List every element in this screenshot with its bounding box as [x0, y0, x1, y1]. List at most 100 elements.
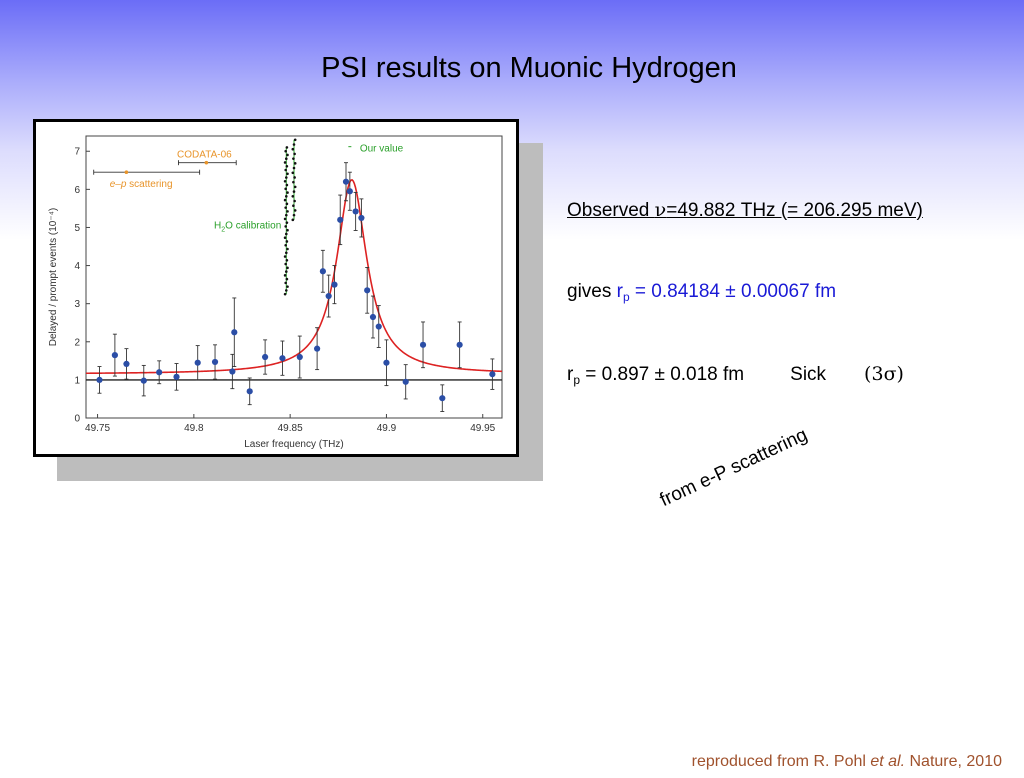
h2o-calibration-point: [286, 210, 289, 213]
h2o-calibration-point: [284, 195, 288, 198]
h2o-calibration-point: [291, 171, 295, 175]
sick-name: Sick: [790, 364, 827, 385]
h2o-calibration-point: [292, 180, 295, 184]
proton-radius-value: = 0.84184 ± 0.00067 fm: [629, 281, 837, 302]
h2o-calibration-point: [293, 162, 297, 165]
data-point: [369, 313, 377, 321]
x-tick-label: 49.8: [184, 423, 204, 434]
h2o-calibration-point: [284, 168, 287, 172]
ep-scattering-label: e–p scattering: [110, 179, 173, 190]
data-point: [331, 281, 338, 288]
h2o-calibration-point: [284, 149, 287, 153]
h2o-calibration-point: [284, 262, 287, 266]
h2o-calibration-point: [285, 146, 289, 149]
h2o-calibration-point: [286, 285, 289, 288]
h2o-calibration-point: [283, 255, 287, 258]
citation-footer: reproduced from R. Pohl et al. Nature, 2…: [691, 753, 1002, 770]
h2o-calibration-point: [283, 161, 287, 164]
h2o-calibration-point: [291, 147, 295, 151]
data-point: [194, 359, 201, 366]
data-point: [383, 359, 390, 366]
ep-scattering-note: from e-P scattering: [656, 424, 811, 512]
h2o-calibration-point: [283, 217, 287, 221]
h2o-calibration-point: [292, 190, 296, 193]
h2o-calibration-point: [292, 204, 295, 208]
h2o-calibration-point: [291, 195, 295, 198]
data-point: [262, 353, 269, 361]
h2o-calibration-point: [285, 221, 289, 224]
codata-label: CODATA-06: [177, 150, 232, 161]
h2o-calibration-point: [284, 176, 288, 179]
fit-curve: [85, 179, 503, 375]
data-point: [296, 353, 303, 361]
h2o-suffix: O calibration: [225, 221, 281, 232]
data-point: [111, 352, 118, 359]
y-axis-label: Delayed / prompt events (10⁻⁴): [48, 208, 59, 347]
chart-frame: 0 1 2 3 4 5 6 7 49.75 49.8 49.85 49.9 49.95 Laser fre…: [33, 119, 519, 457]
h2o-calibration-point: [293, 209, 297, 212]
data-point: [96, 376, 103, 383]
codata-center: [204, 160, 209, 165]
h2o-calibration-point: [286, 266, 289, 270]
plot-box: [85, 135, 503, 419]
data-point: [489, 371, 496, 378]
y-tick-label: 2: [74, 337, 80, 348]
h2o-calibration-point: [284, 157, 288, 161]
observed-frequency: Observed ν=49.882 THz (= 206.295 meV): [567, 199, 923, 222]
data-point: [346, 188, 353, 195]
h2o-calibration-point: [286, 228, 289, 232]
h2o-calibration-point: [286, 247, 289, 251]
h2o-calibration-point: [283, 198, 287, 202]
data-point: [211, 358, 219, 366]
data-point: [279, 355, 286, 362]
h2o-calibration-point: [293, 176, 296, 179]
resonance-chart: 0 1 2 3 4 5 6 7 49.75 49.8 49.85 49.9 49.95 Laser fre…: [48, 135, 503, 450]
y-tick-label: 4: [74, 261, 80, 272]
h2o-calibration-point: [285, 258, 289, 262]
gives-radius: gives rp = 0.84184 ± 0.00067 fm: [567, 281, 836, 304]
data-point: [364, 287, 371, 294]
x-tick-label: 49.85: [278, 423, 303, 434]
h2o-calibration-point: [293, 199, 296, 203]
data-point: [439, 395, 446, 402]
data-point: [319, 268, 326, 275]
sick-radius-value: = 0.897 ± 0.018 fm: [580, 364, 745, 385]
data-point: [325, 292, 332, 300]
data-point: [246, 388, 253, 395]
h2o-sub: 2: [221, 227, 225, 234]
y-tick-label: 3: [74, 299, 80, 310]
h2o-calibration-point: [284, 243, 287, 247]
data-point: [375, 323, 382, 330]
y-tick-label: 6: [74, 185, 80, 196]
h2o-calibration-point: [293, 185, 297, 189]
h2o-calibration-point: [283, 292, 287, 296]
our-value-label: Our value: [360, 144, 404, 155]
nu-symbol: ν: [654, 199, 667, 221]
x-tick-label: 49.75: [85, 423, 110, 434]
h2o-calibration-point: [285, 240, 289, 243]
h2o-calibration-point: [285, 183, 289, 187]
h2o-calibration-point: [293, 138, 297, 142]
h2o-calibration-point: [284, 232, 288, 236]
h2o-calibration-point: [284, 281, 287, 285]
h2o-calibration-point: [284, 187, 287, 191]
data-point: [419, 341, 427, 348]
ep-label-italic: e–p: [110, 179, 127, 190]
data-point: [231, 329, 238, 336]
data-point: [123, 360, 130, 367]
h2o-prefix: H: [214, 221, 221, 232]
data-point: [229, 368, 236, 375]
sick-rp-symbol: rp: [567, 364, 581, 387]
ep-label-rest: scattering: [126, 179, 172, 190]
data-point: [314, 345, 321, 352]
y-tick-label: 5: [74, 223, 80, 234]
h2o-calibration-point: [284, 289, 288, 292]
h2o-calibration-point: [286, 191, 289, 194]
y-tick-label: 7: [74, 147, 80, 158]
rp-symbol: rp: [616, 281, 630, 304]
h2o-calibration-label: H2O calibration: [214, 221, 281, 234]
data-point: [140, 377, 147, 384]
h2o-calibration-point: [293, 152, 296, 156]
data-point: [402, 378, 409, 385]
data-point: [352, 208, 359, 215]
